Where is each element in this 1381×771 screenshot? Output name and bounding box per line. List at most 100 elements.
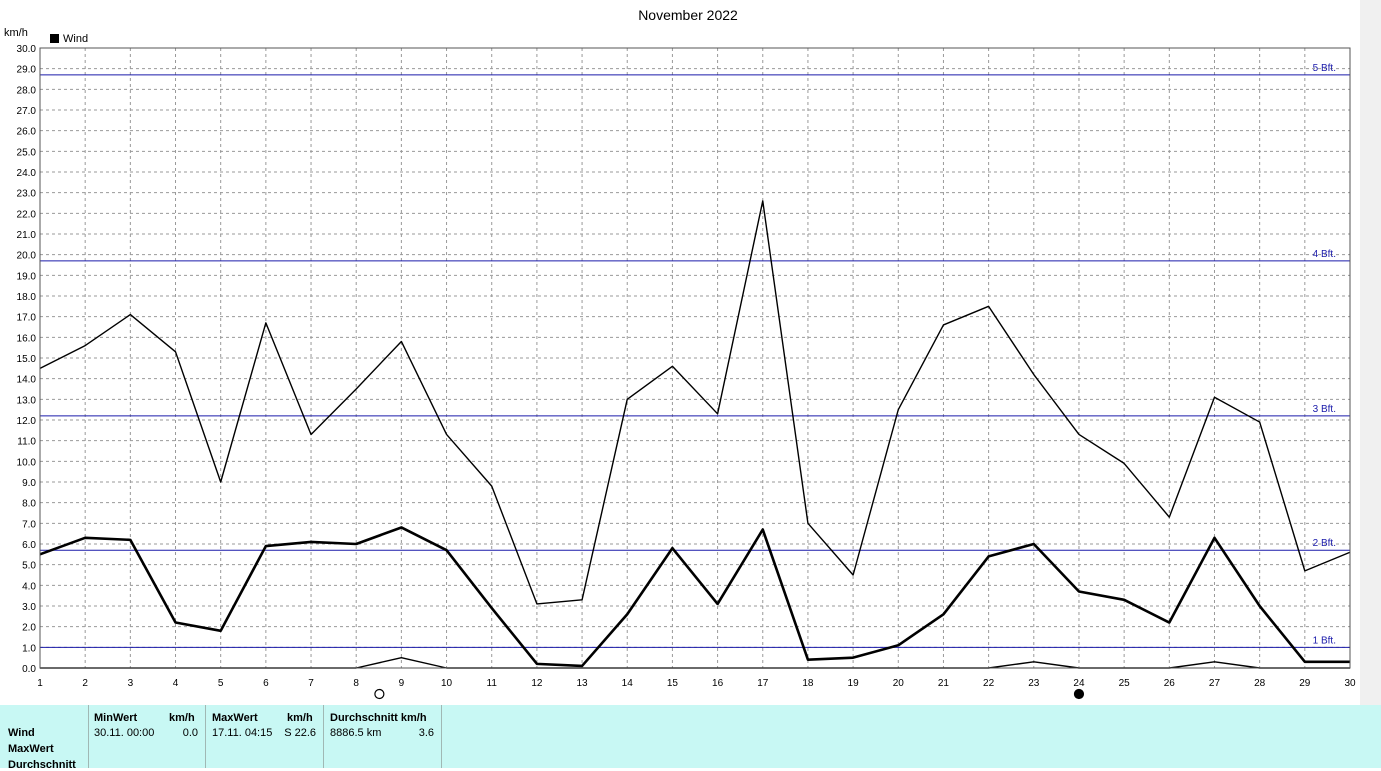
x-tick-label: 1 [37,678,43,689]
x-tick-label: 30 [1344,678,1356,689]
max-header: MaxWert [212,712,258,724]
series-line-min [40,656,1350,669]
y-tick-label: 11.0 [17,437,36,448]
y-tick-label: 21.0 [17,230,37,241]
y-tick-label: 25.0 [17,147,37,158]
beaufort-lines: 1 Bft. 2 Bft. 3 Bft. 4 Bft. 5 Bft. [40,63,1350,648]
legend-label: Wind [63,33,88,45]
x-tick-label: 8 [353,678,359,689]
moon-phases [374,688,1085,700]
x-tick-label: 10 [441,678,453,689]
x-tick-label: 5 [218,678,224,689]
y-tick-label: 28.0 [17,85,37,96]
y-tick-label: 12.0 [17,416,37,427]
y-tick-label: 27.0 [17,106,37,117]
max-value: S 22.6 [284,727,316,739]
beaufort-label: 1 Bft. [1313,635,1336,646]
legend-swatch [50,34,59,43]
x-tick-label: 17 [757,678,769,689]
y-tick-label: 23.0 [17,189,37,200]
y-tick-label: 1.0 [22,643,36,654]
plot-frame [39,47,1351,669]
y-tick-label: 17.0 [17,313,37,324]
series-line-max [39,200,1351,605]
avg-distance: 8886.5 km [330,727,382,739]
x-tick-label: 20 [893,678,905,689]
x-tick-label: 28 [1254,678,1266,689]
y-tick-label: 16.0 [17,333,37,344]
y-tick-label: 8.0 [22,499,36,510]
avg-header: Durchschnitt km/h [330,712,427,724]
series-line-avg [39,526,1350,668]
beaufort-label: 3 Bft. [1313,404,1336,415]
avg-column: Durchschnitt km/h 8886.5 km 3.6 [324,705,442,768]
x-tick-label: 13 [577,678,589,689]
x-tick-label: 6 [263,678,269,689]
x-axis-ticks: 1 2 3 4 5 6 7 8 9 10 11 12 13 14 15 16 17 18 19 20 21 22 23 24 2… [37,678,1356,689]
y-tick-label: 14.0 [17,375,37,386]
min-header: MinWert [94,712,138,724]
row-label-wind: Wind [8,727,35,739]
y-tick-label: 7.0 [22,519,36,530]
series-lines [39,200,1351,669]
beaufort-label: 4 Bft. [1313,249,1336,260]
x-tick-label: 24 [1073,678,1085,689]
min-time: 30.11. 00:00 [94,727,155,739]
y-tick-label: 29.0 [17,65,37,76]
wind-chart: November 2022 km/h Wind 1 Bft. 2 Bft. 3 Bf… [4,7,1356,700]
y-tick-label: 26.0 [17,127,37,138]
y-tick-label: 5.0 [22,561,36,572]
y-tick-label: 15.0 [17,354,37,365]
beaufort-label: 5 Bft. [1313,63,1336,74]
y-tick-label: 3.0 [22,602,36,613]
x-tick-label: 3 [128,678,134,689]
row-label-durchschnitt: Durchschnitt [8,759,76,771]
y-tick-label: 19.0 [17,271,37,282]
y-tick-label: 0.0 [22,664,36,675]
y-tick-label: 2.0 [22,623,36,634]
y-tick-label: 24.0 [17,168,37,179]
y-tick-label: 30.0 [17,44,37,55]
x-tick-label: 2 [82,678,88,689]
y-tick-label: 20.0 [17,251,37,262]
x-tick-label: 7 [308,678,314,689]
x-tick-label: 12 [531,678,543,689]
max-column: MaxWert km/h 17.11. 04:15 S 22.6 [206,705,324,768]
x-tick-label: 4 [173,678,179,689]
x-tick-label: 26 [1164,678,1176,689]
new-moon-icon [1073,688,1085,700]
x-tick-label: 14 [622,678,634,689]
stats-footer: Wind MaxWert Durchschnitt MinWert km/h 3… [0,705,1381,771]
y-tick-label: 22.0 [17,209,37,220]
y-tick-label: 13.0 [17,395,37,406]
min-value: 0.0 [182,727,198,739]
y-tick-label: 6.0 [22,540,36,551]
y-axis-ticks: 0.0 1.0 2.0 3.0 4.0 5.0 6.0 7.0 8.0 9.0 10.0 11.0 12… [17,44,37,675]
y-tick-label: 4.0 [22,581,36,592]
x-tick-label: 23 [1028,678,1040,689]
chart-title: November 2022 [638,7,738,23]
grid [40,48,1350,668]
x-tick-label: 11 [487,678,498,689]
beaufort-label: 2 Bft. [1313,538,1336,549]
y-tick-label: 18.0 [17,292,37,303]
max-time: 17.11. 04:15 [212,727,273,739]
x-tick-label: 21 [938,678,950,689]
x-tick-label: 19 [848,678,860,689]
x-tick-label: 29 [1299,678,1311,689]
y-tick-label: 10.0 [17,457,37,468]
full-moon-icon [374,688,385,700]
x-tick-label: 18 [802,678,814,689]
x-tick-label: 15 [667,678,679,689]
vertical-scrollbar[interactable] [1360,0,1381,705]
x-tick-label: 25 [1119,678,1131,689]
min-unit: km/h [169,712,195,724]
x-tick-label: 9 [399,678,405,689]
min-column: MinWert km/h 30.11. 00:00 0.0 [89,705,206,768]
row-label-column: Wind MaxWert Durchschnitt [0,705,89,771]
x-tick-label: 27 [1209,678,1221,689]
y-tick-label: 9.0 [22,478,36,489]
x-tick-label: 16 [712,678,724,689]
row-label-maxwert: MaxWert [8,743,54,755]
avg-value: 3.6 [418,727,434,739]
